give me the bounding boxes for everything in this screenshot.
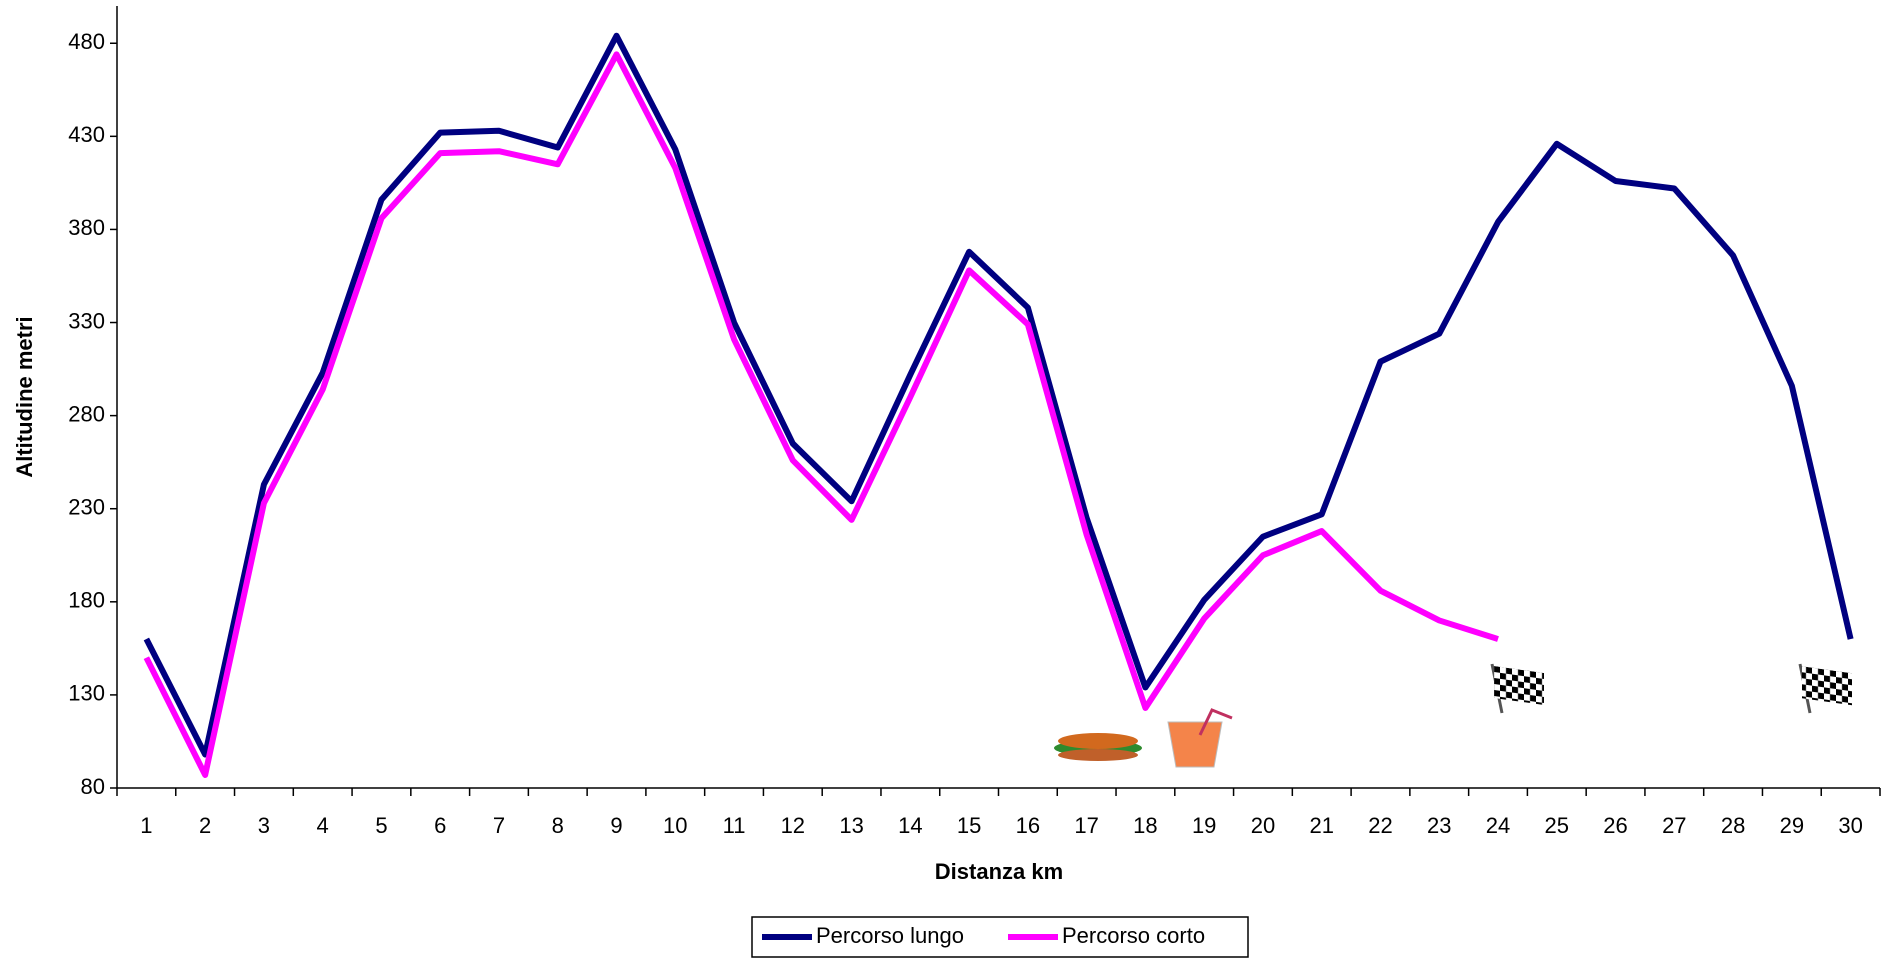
y-tick-label: 430 bbox=[68, 122, 105, 147]
x-tick-label: 29 bbox=[1780, 813, 1804, 838]
y-tick-label: 330 bbox=[68, 308, 105, 333]
x-tick-label: 13 bbox=[839, 813, 863, 838]
x-tick-label: 8 bbox=[552, 813, 564, 838]
x-tick-label: 26 bbox=[1603, 813, 1627, 838]
x-tick-label: 6 bbox=[434, 813, 446, 838]
x-tick-label: 19 bbox=[1192, 813, 1216, 838]
y-axis-label: Altitudine metri bbox=[12, 316, 37, 477]
x-tick-label: 23 bbox=[1427, 813, 1451, 838]
x-tick-label: 4 bbox=[317, 813, 329, 838]
x-tick-label: 16 bbox=[1016, 813, 1040, 838]
x-tick-label: 10 bbox=[663, 813, 687, 838]
drink-icon bbox=[1167, 708, 1233, 768]
y-tick-label: 280 bbox=[68, 401, 105, 426]
x-tick-label: 12 bbox=[781, 813, 805, 838]
y-tick-label: 380 bbox=[68, 215, 105, 240]
x-tick-label: 22 bbox=[1368, 813, 1392, 838]
x-tick-label: 17 bbox=[1074, 813, 1098, 838]
x-tick-label: 24 bbox=[1486, 813, 1510, 838]
x-tick-label: 9 bbox=[610, 813, 622, 838]
x-tick-label: 30 bbox=[1838, 813, 1862, 838]
y-tick-label: 130 bbox=[68, 681, 105, 706]
y-tick-label: 80 bbox=[81, 774, 105, 799]
x-tick-label: 18 bbox=[1133, 813, 1157, 838]
x-tick-label: 20 bbox=[1251, 813, 1275, 838]
x-tick-label: 7 bbox=[493, 813, 505, 838]
y-tick-label: 480 bbox=[68, 29, 105, 54]
x-axis-label: Distanza km bbox=[935, 859, 1063, 884]
series-line bbox=[143, 32, 1854, 758]
y-tick-label: 230 bbox=[68, 495, 105, 520]
legend-label: Percorso lungo bbox=[816, 923, 964, 948]
x-tick-label: 27 bbox=[1662, 813, 1686, 838]
y-tick-label: 180 bbox=[68, 588, 105, 613]
x-tick-label: 15 bbox=[957, 813, 981, 838]
legend-label: Percorso corto bbox=[1062, 923, 1205, 948]
x-tick-label: 2 bbox=[199, 813, 211, 838]
x-tick-label: 1 bbox=[140, 813, 152, 838]
legend-box bbox=[751, 916, 1249, 958]
x-tick-label: 11 bbox=[723, 813, 746, 838]
x-tick-label: 25 bbox=[1545, 813, 1569, 838]
finish-flag-icon bbox=[1798, 663, 1852, 714]
series-line bbox=[143, 51, 1499, 778]
x-tick-label: 3 bbox=[258, 813, 270, 838]
x-tick-label: 5 bbox=[375, 813, 387, 838]
x-tick-label: 21 bbox=[1309, 813, 1333, 838]
finish-flag-icon bbox=[1490, 663, 1544, 714]
sandwich-icon bbox=[1054, 733, 1142, 761]
x-tick-label: 14 bbox=[898, 813, 922, 838]
x-tick-label: 28 bbox=[1721, 813, 1745, 838]
